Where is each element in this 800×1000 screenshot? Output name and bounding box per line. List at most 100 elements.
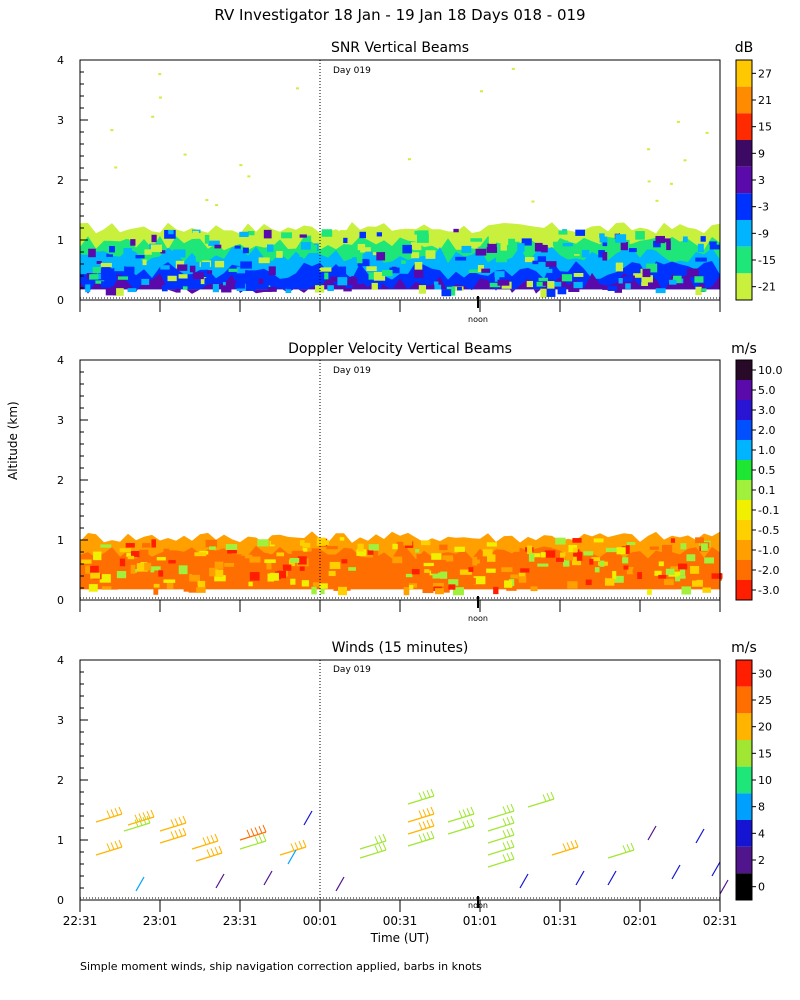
heatmap-cell <box>205 199 209 202</box>
wind-barb <box>303 810 313 826</box>
heatmap-cell <box>622 557 629 564</box>
heatmap-cell <box>175 260 185 269</box>
heatmap-cell <box>520 568 530 573</box>
heatmap-cell <box>401 260 406 264</box>
heatmap-cell <box>637 572 643 579</box>
y-tick-label: 0 <box>57 894 64 907</box>
heatmap-cell <box>352 254 363 264</box>
heatmap-cell <box>695 537 705 544</box>
heatmap-cell <box>598 249 605 258</box>
heatmap-cell <box>558 230 568 235</box>
heatmap-cell <box>312 582 321 587</box>
heatmap-cell <box>489 282 501 288</box>
colorbar-label: -3 <box>758 201 769 214</box>
heatmap-cell <box>532 260 539 265</box>
colorbar-swatch <box>736 246 752 274</box>
heatmap-cell <box>214 260 225 268</box>
colorbar-label: 15 <box>758 121 772 134</box>
heatmap-cell <box>109 245 115 253</box>
heatmap-cell <box>177 264 188 271</box>
heatmap-cell <box>608 239 616 246</box>
heatmap-cell <box>477 264 484 273</box>
heatmap-cell <box>214 575 226 582</box>
heatmap-cell <box>488 236 497 244</box>
heatmap-cell <box>459 569 472 575</box>
wind-barb <box>159 827 187 844</box>
heatmap-cell <box>552 281 562 287</box>
heatmap-cell <box>695 257 707 262</box>
wind-barb <box>95 806 123 823</box>
heatmap-cell <box>541 244 548 253</box>
heatmap-cell <box>551 539 557 549</box>
heatmap-cell <box>461 245 472 253</box>
heatmap-cell <box>93 551 102 561</box>
heatmap-cell <box>234 282 245 289</box>
heatmap-cell <box>239 231 249 237</box>
y-tick-label: 1 <box>57 834 64 847</box>
colorbar-swatch <box>736 873 752 900</box>
wind-barb <box>487 815 515 832</box>
noon-label-winds: noon <box>468 901 488 910</box>
heatmap-cell <box>626 541 636 546</box>
heatmap-cell <box>414 269 424 278</box>
heatmap-cell <box>329 561 341 570</box>
heatmap-cell <box>486 247 498 253</box>
heatmap-cell <box>341 559 348 564</box>
heatmap-cell <box>565 552 574 561</box>
day-marker-label-snr: Day 019 <box>333 66 371 76</box>
heatmap-cell <box>504 580 513 588</box>
heatmap-cell <box>618 278 623 284</box>
heatmap-cell <box>546 268 553 273</box>
heatmap-cell <box>434 284 442 290</box>
heatmap-cell <box>302 542 311 548</box>
heatmap-cell <box>301 580 310 587</box>
heatmap-cell <box>431 566 438 574</box>
heatmap-cell <box>301 242 311 250</box>
heatmap-cell <box>382 269 393 277</box>
heatmap-cell <box>158 570 164 577</box>
colorbar-swatch <box>736 520 752 540</box>
heatmap-cell <box>88 584 98 592</box>
heatmap-cell <box>326 546 338 550</box>
heatmap-cell <box>633 273 645 278</box>
heatmap-cell <box>583 551 594 556</box>
heatmap-cell <box>343 288 352 292</box>
heatmap-cell <box>136 563 148 572</box>
heatmap-cell <box>245 284 257 291</box>
heatmap-cell <box>658 561 664 567</box>
heatmap-cell <box>267 287 277 292</box>
heatmap-cell <box>575 229 586 236</box>
y-tick-label: 3 <box>57 114 64 127</box>
x-axis-label: Time (UT) <box>370 931 430 945</box>
heatmap-cell <box>116 571 127 579</box>
colorbar-swatch <box>736 580 752 600</box>
heatmap-cell <box>469 577 476 585</box>
heatmap-cell <box>410 242 422 251</box>
heatmap-cell <box>524 257 535 263</box>
heatmap-cell <box>693 270 705 277</box>
y-tick-label: 1 <box>57 234 64 247</box>
heatmap-cell <box>297 556 307 565</box>
heatmap-cell <box>527 545 533 555</box>
heatmap-cell <box>205 539 218 548</box>
heatmap-cell <box>654 570 662 576</box>
heatmap-cell <box>236 266 246 274</box>
heatmap-cell <box>432 582 444 587</box>
heatmap-cell <box>537 563 549 567</box>
wind-barb <box>359 842 387 859</box>
heatmap-cell <box>324 272 329 280</box>
colorbar-label: -0.5 <box>758 524 779 537</box>
heatmap-cell <box>573 547 578 553</box>
heatmap-cell <box>697 243 704 253</box>
colorbar-label: -15 <box>758 254 776 267</box>
heatmap-cell <box>561 242 573 247</box>
heatmap-cell <box>89 274 99 280</box>
heatmap-cell <box>423 562 434 567</box>
heatmap-cell <box>197 580 206 590</box>
heatmap-cell <box>528 553 535 562</box>
heatmap-cell <box>511 67 515 70</box>
heatmap-cell <box>302 548 308 552</box>
heatmap-cell <box>258 278 264 285</box>
heatmap-cell <box>629 248 637 253</box>
